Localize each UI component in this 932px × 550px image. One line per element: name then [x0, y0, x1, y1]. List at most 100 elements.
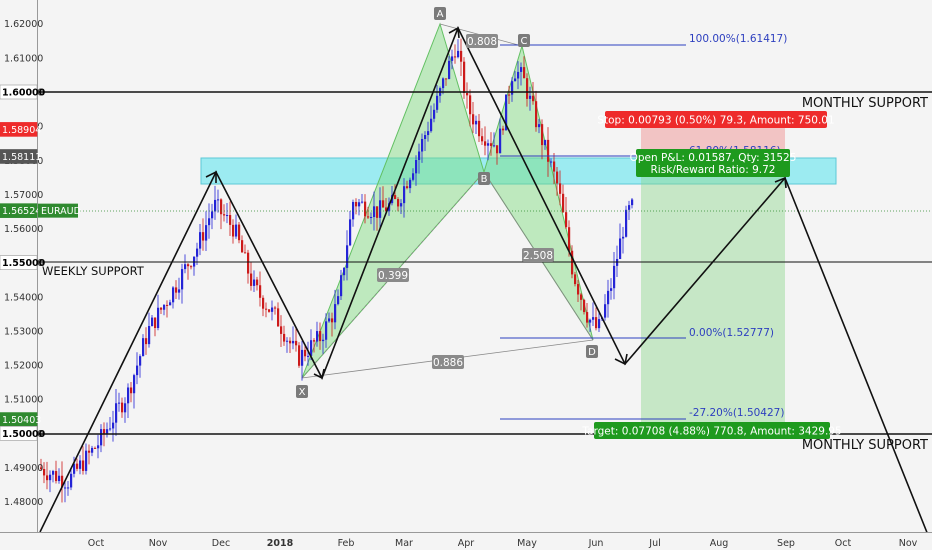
- time-tick-label: Apr: [458, 538, 475, 549]
- candle: [307, 341, 310, 366]
- candle: [118, 392, 121, 412]
- target-label[interactable]: Target: 0.07708 (4.88%) 770.8, Amount: 3…: [581, 422, 842, 439]
- candle: [139, 354, 142, 378]
- candle: [508, 85, 511, 105]
- candle: [127, 383, 130, 418]
- candle: [619, 223, 622, 260]
- candle: [325, 313, 328, 348]
- candle: [247, 249, 250, 284]
- candle: [496, 145, 499, 165]
- candles: [40, 38, 634, 503]
- candle: [460, 38, 463, 76]
- candle: [553, 152, 556, 185]
- candle: [187, 263, 190, 280]
- candle: [136, 352, 139, 385]
- candle: [265, 302, 268, 318]
- candle: [163, 303, 166, 316]
- price-tick-label: 1.53000: [4, 326, 43, 337]
- candle: [109, 417, 112, 432]
- candle: [271, 300, 274, 321]
- time-tick-label: Oct: [835, 538, 852, 549]
- candle: [151, 314, 154, 327]
- candle: [379, 187, 382, 230]
- candle: [610, 278, 613, 300]
- candle: [448, 55, 451, 80]
- svg-text:1.56524: 1.56524: [2, 206, 41, 217]
- svg-text:1.50000: 1.50000: [2, 429, 46, 440]
- candle: [295, 328, 298, 352]
- price-tick-label: 1.51000: [4, 395, 43, 406]
- candle: [232, 219, 235, 244]
- candle: [451, 49, 454, 70]
- arrow-head-4: [614, 353, 628, 366]
- candle: [502, 125, 505, 135]
- candle: [541, 119, 544, 160]
- candle: [337, 289, 340, 306]
- candle: [574, 271, 577, 287]
- candle: [142, 334, 145, 357]
- candle: [595, 307, 598, 331]
- time-tick-label: May: [517, 538, 537, 549]
- stop-label[interactable]: Stop: 0.00793 (0.50%) 79.3, Amount: 750.…: [597, 111, 835, 128]
- candle: [376, 206, 379, 231]
- point-label-b: B: [478, 172, 490, 185]
- ratio-label-xd: 0.886: [432, 355, 464, 369]
- time-tick-label: Jul: [648, 538, 660, 549]
- candle: [61, 461, 64, 503]
- candle: [241, 235, 244, 253]
- candle: [91, 445, 94, 457]
- candle: [445, 78, 448, 86]
- svg-text:0.399: 0.399: [378, 270, 408, 282]
- time-tick-label: Sep: [777, 538, 795, 549]
- candle: [520, 62, 523, 86]
- weekly-support-label: WEEKLY SUPPORT: [42, 264, 145, 278]
- candle: [40, 458, 43, 471]
- time-axis-background: [0, 532, 932, 550]
- candle: [478, 113, 481, 143]
- candle: [229, 201, 232, 236]
- candle: [76, 458, 79, 472]
- candle: [427, 121, 430, 142]
- price-tag: 1.56524 EURAUD: [0, 203, 81, 218]
- pnl-label[interactable]: Open P&L: 0.01587, Qty: 31525 Risk/Rewar…: [630, 149, 797, 177]
- candle: [190, 265, 193, 270]
- candle: [418, 143, 421, 174]
- svg-text:1.58904: 1.58904: [2, 125, 41, 136]
- candle: [499, 118, 502, 154]
- candle: [592, 302, 595, 326]
- candle: [604, 294, 607, 321]
- price-tick-label: 1.57000: [4, 190, 43, 201]
- svg-text:1.58111: 1.58111: [2, 152, 41, 163]
- candle: [586, 302, 589, 328]
- ratio-label-bd: 2.508: [522, 248, 554, 262]
- candle: [346, 230, 349, 281]
- candle: [268, 308, 271, 313]
- candle: [313, 338, 316, 353]
- price-tag: 1.60000: [0, 84, 46, 100]
- candle: [370, 212, 373, 225]
- candle: [625, 205, 628, 238]
- candle: [361, 194, 364, 204]
- candle: [100, 424, 103, 453]
- candle: [112, 410, 115, 442]
- point-label-x: X: [296, 385, 308, 398]
- price-tag: 1.58904: [0, 122, 41, 137]
- time-axis[interactable]: Oct Nov Dec 2018 Feb Mar Apr May Jun Jul Aug Sep Oct…: [88, 538, 918, 549]
- candle: [238, 221, 241, 244]
- candle: [424, 131, 427, 151]
- candle: [409, 177, 412, 194]
- fib-0-label: 0.00%(1.52777): [689, 327, 774, 339]
- candle: [223, 204, 226, 222]
- candle: [598, 310, 601, 332]
- candle: [157, 294, 160, 331]
- candle: [430, 105, 433, 133]
- candle: [121, 397, 124, 418]
- candle: [208, 203, 211, 239]
- ratio-label-xb: 0.399: [377, 268, 409, 282]
- target-zone[interactable]: [641, 156, 785, 434]
- svg-text:0.808: 0.808: [467, 36, 497, 48]
- candle: [490, 132, 493, 156]
- candle: [154, 317, 157, 337]
- candle: [367, 206, 370, 220]
